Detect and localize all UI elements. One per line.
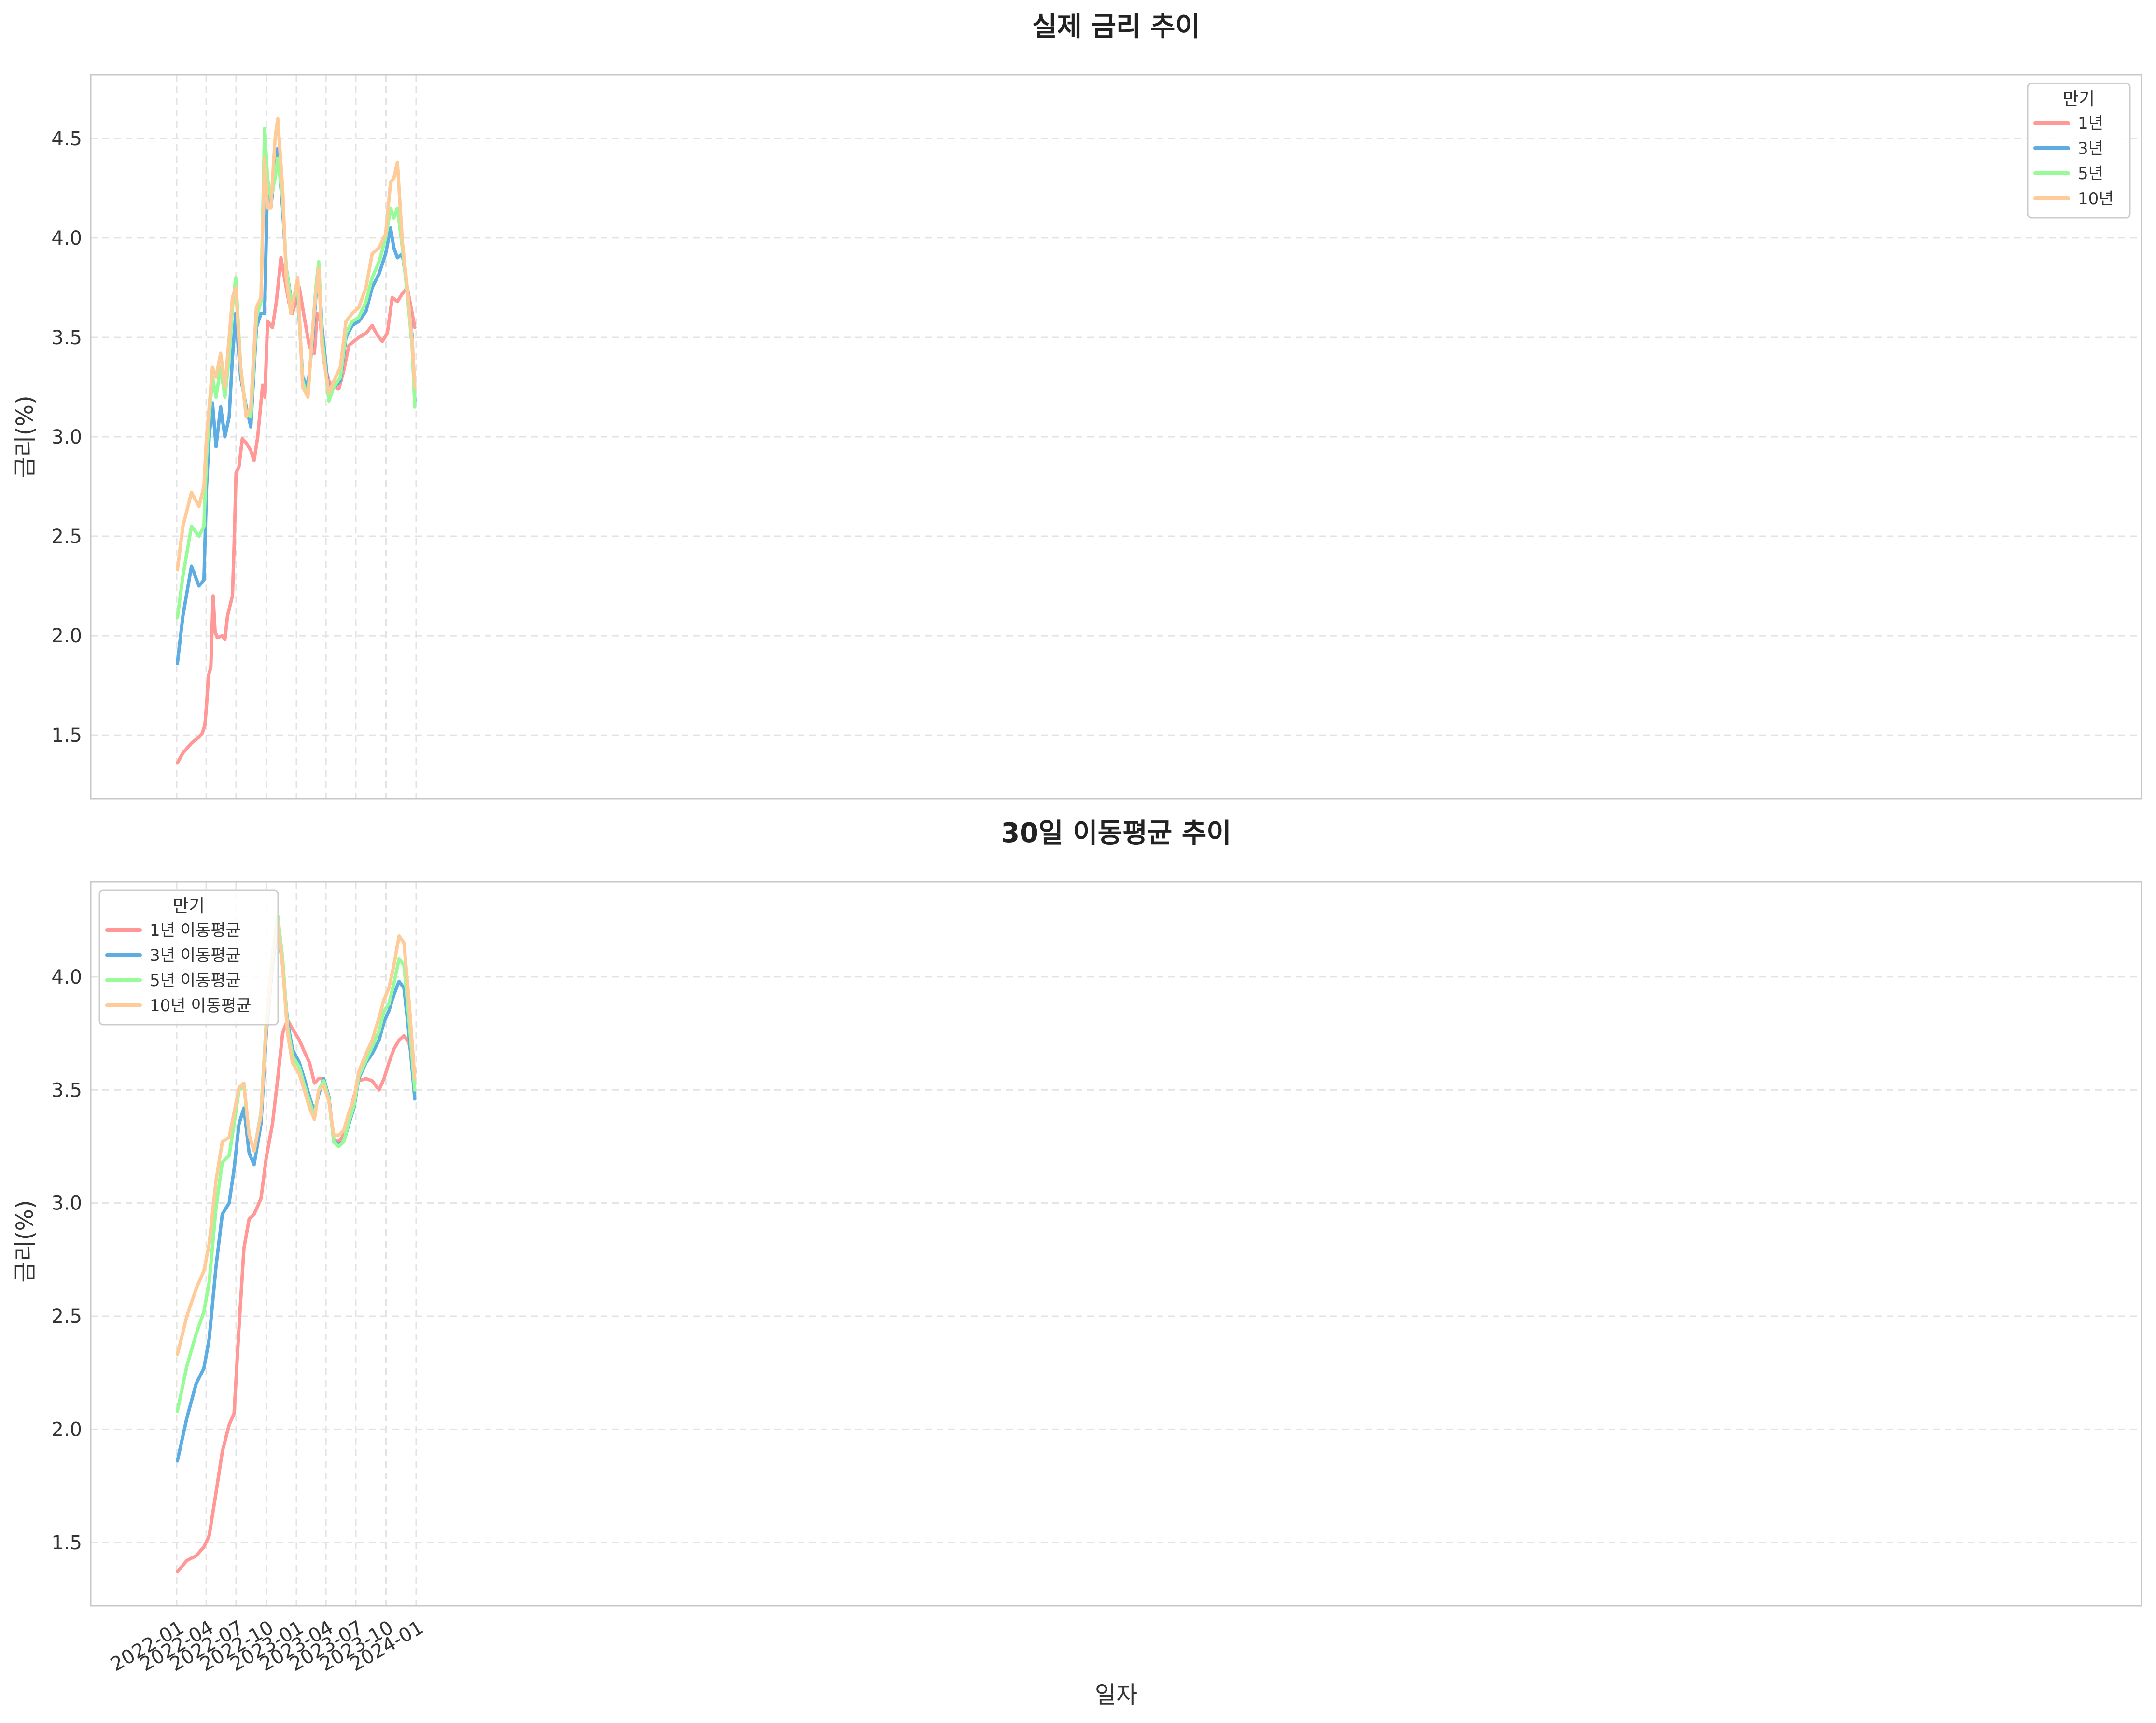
legend-item-label: 3년 이동평균 — [150, 946, 241, 965]
legend-title: 만기 — [173, 896, 205, 916]
chart-panel-moving-average: 30일 이동평균 추이 금리(%) 1.52.02.53.03.54.0 202… — [12, 818, 2142, 1709]
series-line — [175, 117, 417, 572]
y-tick-label: 2.0 — [51, 1418, 82, 1441]
y-tick-label: 3.5 — [51, 1079, 82, 1101]
y-axis-label: 금리(%) — [12, 1200, 39, 1282]
series-lines — [175, 914, 417, 1574]
y-tick-label: 1.5 — [51, 724, 82, 747]
series-line — [175, 1018, 417, 1574]
series-line — [175, 925, 417, 1463]
legend: 만기 1년 3년 5년 10년 — [2027, 83, 2131, 219]
plot-frame — [90, 74, 2142, 800]
legend-title: 만기 — [2063, 89, 2095, 109]
chart-panel-actual-rates: 실제 금리 추이 금리(%) 1.5 2.0 2.5 3.0 3.5 4.0 4.5 만기 1… — [12, 11, 2142, 800]
legend-item-label: 1년 이동평균 — [150, 921, 241, 940]
y-tick-label: 2.5 — [51, 1306, 82, 1328]
legend-item-label: 1년 — [2078, 114, 2103, 133]
chart-title: 실제 금리 추이 — [1032, 11, 1200, 42]
y-tick-label: 2.0 — [51, 625, 82, 647]
legend-item-label: 5년 이동평균 — [150, 971, 241, 990]
y-tick-label: 4.0 — [51, 227, 82, 250]
legend-item-label: 10년 — [2078, 189, 2114, 208]
y-tick-label: 1.5 — [51, 1532, 82, 1554]
legend-item-label: 3년 — [2078, 139, 2103, 158]
legend-item-label: 5년 — [2078, 164, 2103, 183]
legend-item-label: 10년 이동평균 — [150, 996, 251, 1015]
grid-lines — [91, 75, 2142, 799]
x-axis-label: 일자 — [1095, 1681, 1137, 1709]
series-line — [175, 920, 417, 1357]
y-tick-labels: 1.5 2.0 2.5 3.0 3.5 4.0 4.5 — [51, 128, 82, 747]
y-tick-label: 4.5 — [51, 128, 82, 150]
y-tick-label: 3.5 — [51, 327, 82, 349]
y-tick-labels: 1.5 2.0 2.5 3.0 3.5 4.0 — [51, 966, 82, 1554]
legend: 만기 1년 이동평균 3년 이동평균 5년 이동평균 10년 이동평균 — [98, 889, 279, 1026]
series-line — [175, 256, 417, 765]
y-tick-label: 3.0 — [51, 426, 82, 448]
series-lines — [175, 117, 417, 765]
y-axis-label: 금리(%) — [12, 395, 39, 478]
y-tick-label: 3.0 — [51, 1193, 82, 1215]
chart-title: 30일 이동평균 추이 — [1001, 818, 1232, 849]
plot-frame — [90, 881, 2142, 1607]
y-tick-label: 4.0 — [51, 966, 82, 988]
y-tick-label: 2.5 — [51, 526, 82, 548]
legend-box — [98, 889, 279, 1026]
legend-box — [2027, 83, 2131, 219]
